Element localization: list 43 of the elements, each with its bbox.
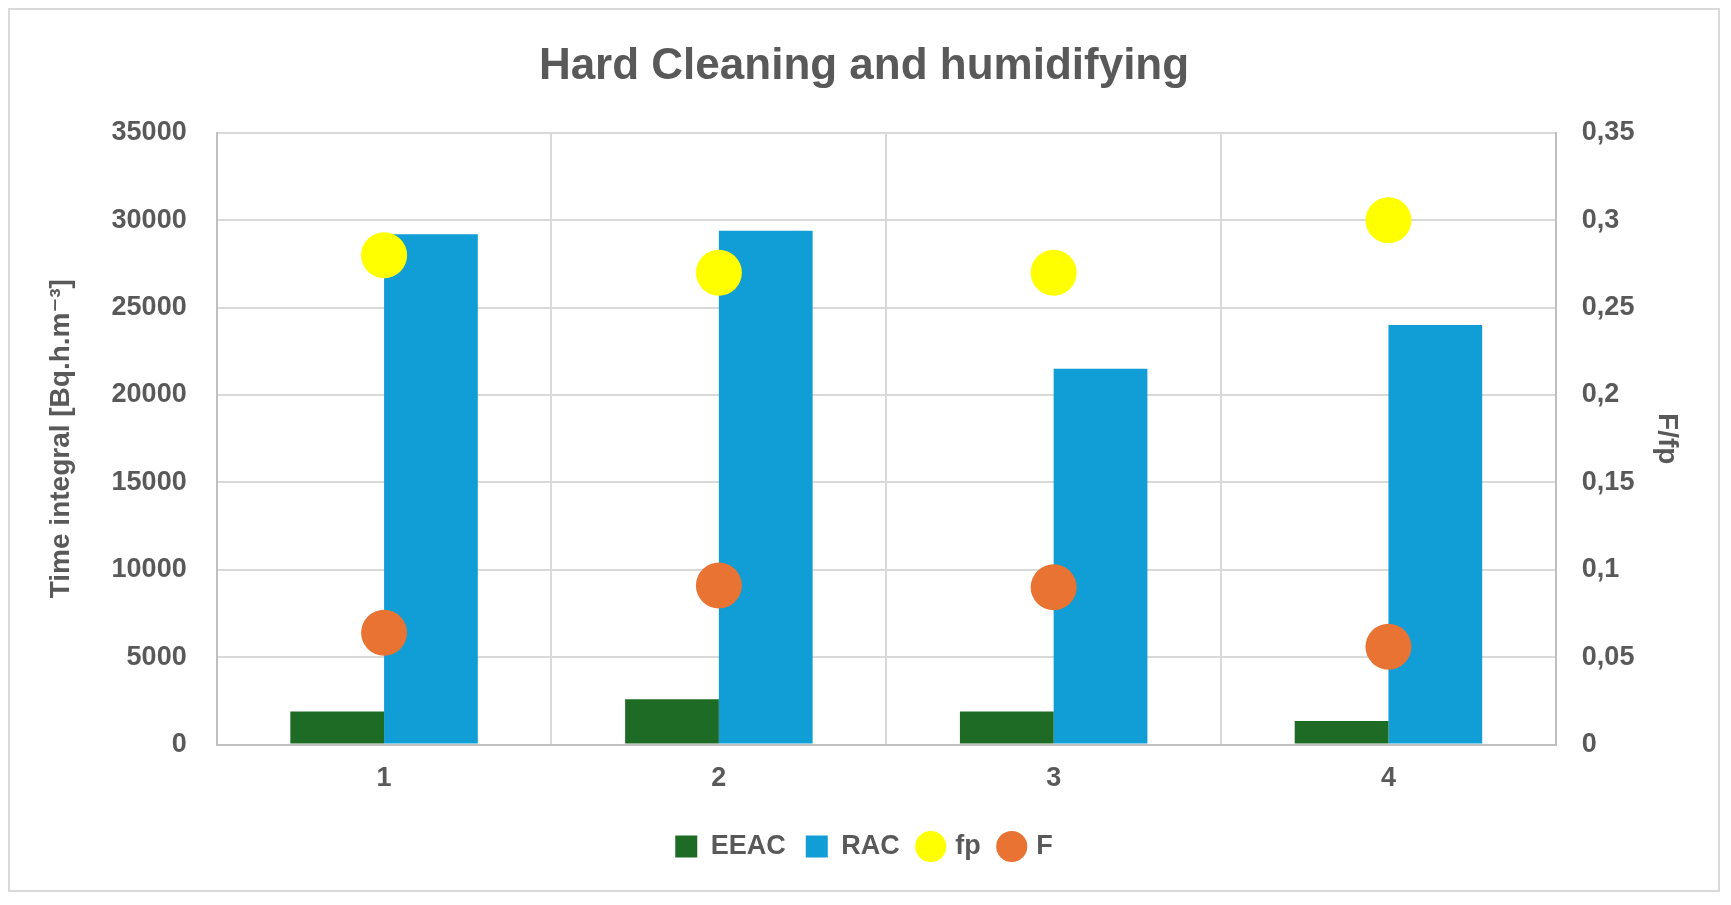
bar <box>959 711 1054 744</box>
y-axis-title: Time integral [Bq.h.m⁻³] <box>43 279 75 599</box>
point <box>1030 249 1077 296</box>
x-tick-label: 2 <box>711 762 727 793</box>
bar <box>718 230 813 744</box>
point <box>1030 564 1077 611</box>
bar <box>1294 721 1389 744</box>
point <box>1365 197 1412 244</box>
bar <box>625 699 719 744</box>
legend-label: RAC <box>841 829 900 860</box>
y-tick-label: 30000 <box>111 203 187 234</box>
point <box>361 609 408 656</box>
y-tick-label: 15000 <box>111 465 187 496</box>
y2-tick-label: 0,35 <box>1581 116 1635 147</box>
x-tick-label: 1 <box>376 762 392 793</box>
y2-tick-label: 0,3 <box>1581 203 1620 234</box>
x-tick-label: 4 <box>1380 762 1396 793</box>
y2-tick-label: 0,15 <box>1581 465 1635 496</box>
bar <box>290 711 385 744</box>
y2-tick-label: 0,1 <box>1581 553 1620 584</box>
bar <box>1388 325 1483 744</box>
legend-label: EEAC <box>710 829 786 860</box>
y-tick-label: 20000 <box>111 378 187 409</box>
y2-tick-label: 0 <box>1581 728 1597 759</box>
y-tick-label: 10000 <box>111 553 187 584</box>
point <box>1365 623 1412 670</box>
point <box>361 232 408 279</box>
y-tick-label: 25000 <box>111 291 187 322</box>
point <box>695 562 742 609</box>
y-tick-label: 5000 <box>126 640 187 671</box>
y-tick-label: 0 <box>171 728 187 759</box>
legend-label: fp <box>955 829 981 860</box>
y-tick-label: 35000 <box>111 116 187 147</box>
bar <box>384 234 478 744</box>
y2-tick-label: 0,05 <box>1581 640 1635 671</box>
chart-title: Hard Cleaning and humidifying <box>538 38 1190 88</box>
bar <box>1053 368 1148 744</box>
y2-tick-label: 0,25 <box>1581 291 1635 322</box>
y2-tick-label: 0,2 <box>1581 378 1620 409</box>
point <box>695 249 742 296</box>
y2-axis-title: F/fp <box>1653 413 1685 465</box>
legend-label: F <box>1036 829 1053 860</box>
x-tick-label: 3 <box>1046 762 1062 793</box>
